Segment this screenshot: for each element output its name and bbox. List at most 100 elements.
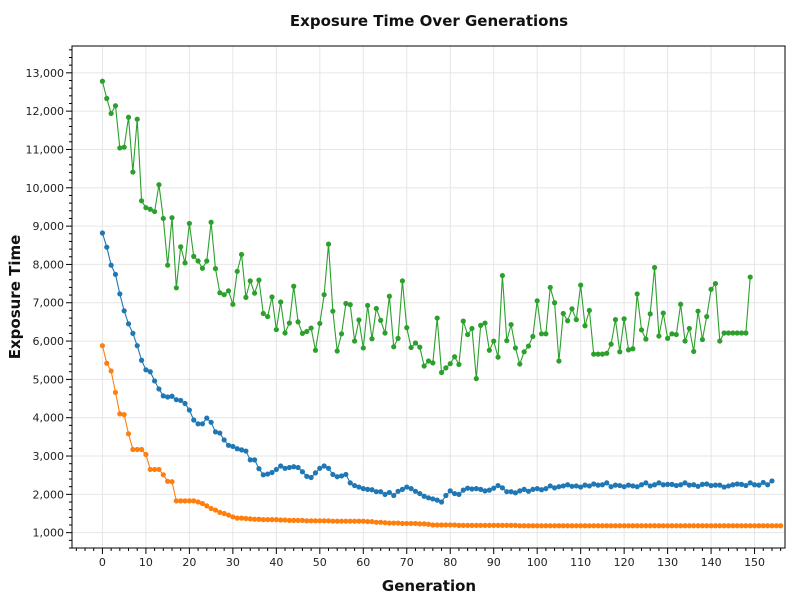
data-point bbox=[208, 505, 214, 512]
data-point bbox=[451, 522, 458, 528]
data-point bbox=[434, 497, 440, 503]
data-point bbox=[156, 386, 162, 392]
data-point bbox=[530, 523, 536, 529]
data-point bbox=[447, 361, 453, 367]
data-point bbox=[473, 522, 479, 528]
data-point bbox=[269, 294, 275, 300]
data-point bbox=[730, 330, 736, 336]
data-point bbox=[556, 523, 562, 529]
data-point bbox=[460, 522, 466, 528]
data-point bbox=[334, 474, 340, 480]
data-point bbox=[630, 523, 636, 529]
x-tick-label: 0 bbox=[99, 556, 106, 569]
data-point bbox=[212, 507, 219, 513]
y-tick-label: 1,000 bbox=[33, 527, 65, 540]
data-point bbox=[621, 523, 627, 529]
data-point bbox=[234, 446, 240, 452]
data-point bbox=[256, 466, 262, 472]
grid bbox=[72, 46, 785, 548]
data-point bbox=[212, 266, 219, 272]
data-point bbox=[478, 322, 484, 328]
data-point bbox=[599, 482, 606, 488]
data-point bbox=[365, 486, 371, 492]
data-point bbox=[125, 321, 132, 327]
x-tick-label: 130 bbox=[657, 556, 678, 569]
y-tick-label: 8,000 bbox=[33, 258, 65, 271]
x-tick-label: 150 bbox=[744, 556, 765, 569]
data-point bbox=[730, 482, 736, 488]
data-point bbox=[165, 394, 171, 400]
data-point bbox=[634, 523, 640, 529]
data-point bbox=[734, 330, 740, 336]
data-point bbox=[543, 331, 549, 337]
y-tick-label: 10,000 bbox=[26, 182, 65, 195]
data-point bbox=[338, 518, 345, 524]
x-tick-label: 120 bbox=[614, 556, 635, 569]
data-point bbox=[417, 521, 423, 527]
data-point bbox=[351, 518, 358, 524]
data-point bbox=[508, 522, 514, 528]
data-point bbox=[286, 517, 292, 524]
data-point bbox=[286, 464, 292, 471]
data-point bbox=[434, 315, 440, 321]
data-point bbox=[425, 358, 432, 364]
data-point bbox=[712, 482, 719, 488]
data-point bbox=[373, 519, 379, 525]
data-point bbox=[543, 486, 549, 492]
x-axis-title: Generation bbox=[382, 577, 476, 595]
data-point bbox=[625, 523, 632, 529]
data-point bbox=[299, 469, 306, 475]
data-point bbox=[386, 489, 392, 496]
data-point bbox=[695, 308, 701, 314]
data-point bbox=[430, 522, 436, 528]
data-point bbox=[156, 466, 162, 473]
data-point bbox=[225, 512, 232, 518]
data-point bbox=[747, 274, 753, 280]
data-point bbox=[725, 330, 732, 336]
data-point bbox=[338, 331, 345, 337]
data-point bbox=[599, 523, 606, 529]
data-point bbox=[347, 480, 353, 486]
data-point bbox=[130, 330, 136, 336]
data-point bbox=[152, 466, 158, 473]
data-point bbox=[617, 523, 623, 529]
y-axis-title: Exposure Time bbox=[6, 235, 24, 360]
data-point bbox=[469, 325, 475, 332]
data-point bbox=[756, 523, 762, 529]
data-point bbox=[152, 208, 158, 215]
data-point bbox=[438, 369, 445, 376]
data-point bbox=[325, 518, 332, 524]
x-tick-label: 30 bbox=[226, 556, 240, 569]
data-point bbox=[121, 412, 127, 418]
data-point bbox=[460, 487, 466, 493]
data-point bbox=[551, 300, 558, 306]
data-point bbox=[569, 483, 575, 489]
data-point bbox=[612, 482, 619, 488]
data-point bbox=[578, 484, 584, 490]
data-point bbox=[456, 491, 462, 497]
data-point bbox=[121, 144, 127, 150]
data-point bbox=[538, 331, 545, 337]
data-point bbox=[656, 480, 662, 486]
data-point bbox=[582, 523, 588, 529]
data-point bbox=[317, 518, 323, 524]
data-point bbox=[599, 351, 606, 357]
data-point bbox=[665, 523, 671, 529]
data-point bbox=[243, 515, 249, 522]
data-point bbox=[225, 442, 232, 448]
data-point bbox=[660, 482, 666, 488]
data-point bbox=[186, 407, 192, 413]
data-point bbox=[717, 482, 723, 488]
data-point bbox=[738, 523, 745, 529]
data-point bbox=[686, 482, 692, 488]
data-point bbox=[669, 523, 675, 529]
data-point bbox=[378, 519, 384, 525]
data-point bbox=[382, 491, 388, 497]
series-2 bbox=[99, 343, 784, 529]
data-point bbox=[325, 241, 332, 247]
data-point bbox=[551, 523, 558, 529]
data-point bbox=[260, 310, 266, 317]
data-point bbox=[373, 305, 379, 312]
data-point bbox=[421, 493, 427, 499]
